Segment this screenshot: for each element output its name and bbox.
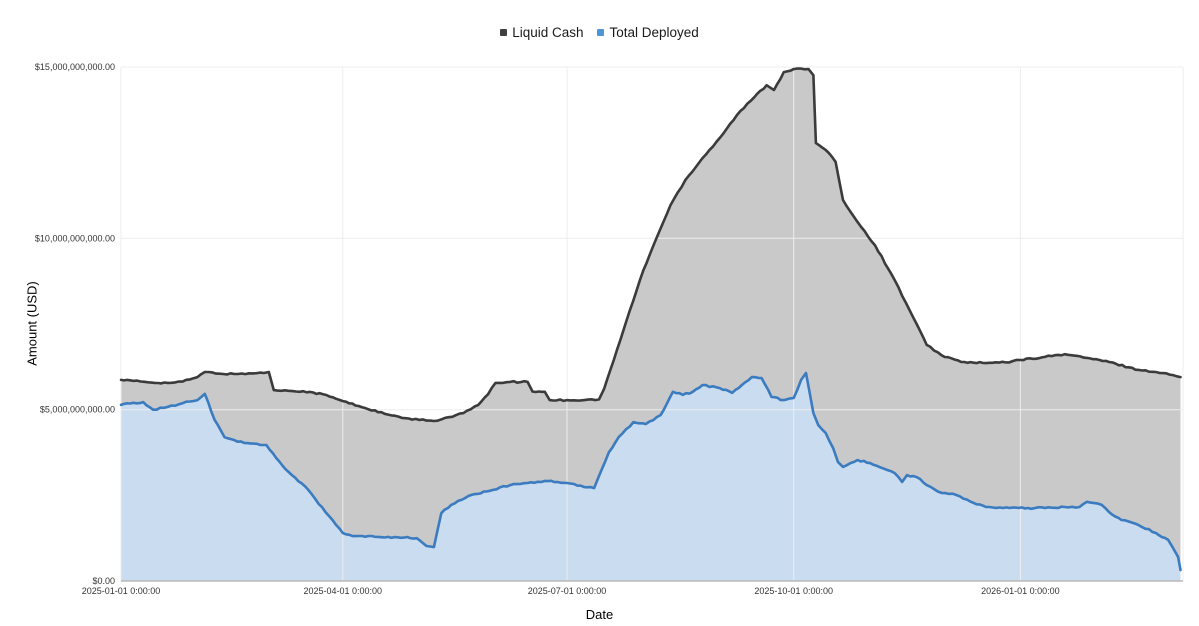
legend-label-liquid-cash: Liquid Cash: [512, 24, 584, 40]
svg-text:$0.00: $0.00: [92, 576, 115, 586]
svg-text:2025-01-01 0:00:00: 2025-01-01 0:00:00: [82, 586, 161, 596]
legend-marker-liquid-cash-icon: [500, 28, 508, 36]
svg-text:$10,000,000,000.00: $10,000,000,000.00: [35, 233, 115, 243]
svg-text:2025-04-01 0:00:00: 2025-04-01 0:00:00: [304, 586, 383, 596]
svg-text:$15,000,000,000.00: $15,000,000,000.00: [35, 62, 115, 72]
legend-item-total-deployed[interactable]: Total Deployed: [597, 24, 699, 40]
svg-text:$5,000,000,000.00: $5,000,000,000.00: [40, 405, 115, 415]
legend-item-liquid-cash[interactable]: Liquid Cash: [500, 25, 583, 40]
svg-text:2026-01-01 0:00:00: 2026-01-01 0:00:00: [981, 586, 1060, 596]
y-axis-title: Amount (USD): [24, 281, 40, 366]
chart-legend: Liquid Cash Total Deployed: [0, 22, 1199, 42]
legend-label-total-deployed: Total Deployed: [609, 24, 699, 40]
x-axis-title: Date: [585, 607, 614, 622]
svg-text:2025-07-01 0:00:00: 2025-07-01 0:00:00: [528, 586, 607, 596]
legend-marker-total-deployed-icon: [597, 28, 605, 36]
svg-text:2025-10-01 0:00:00: 2025-10-01 0:00:00: [754, 586, 833, 596]
